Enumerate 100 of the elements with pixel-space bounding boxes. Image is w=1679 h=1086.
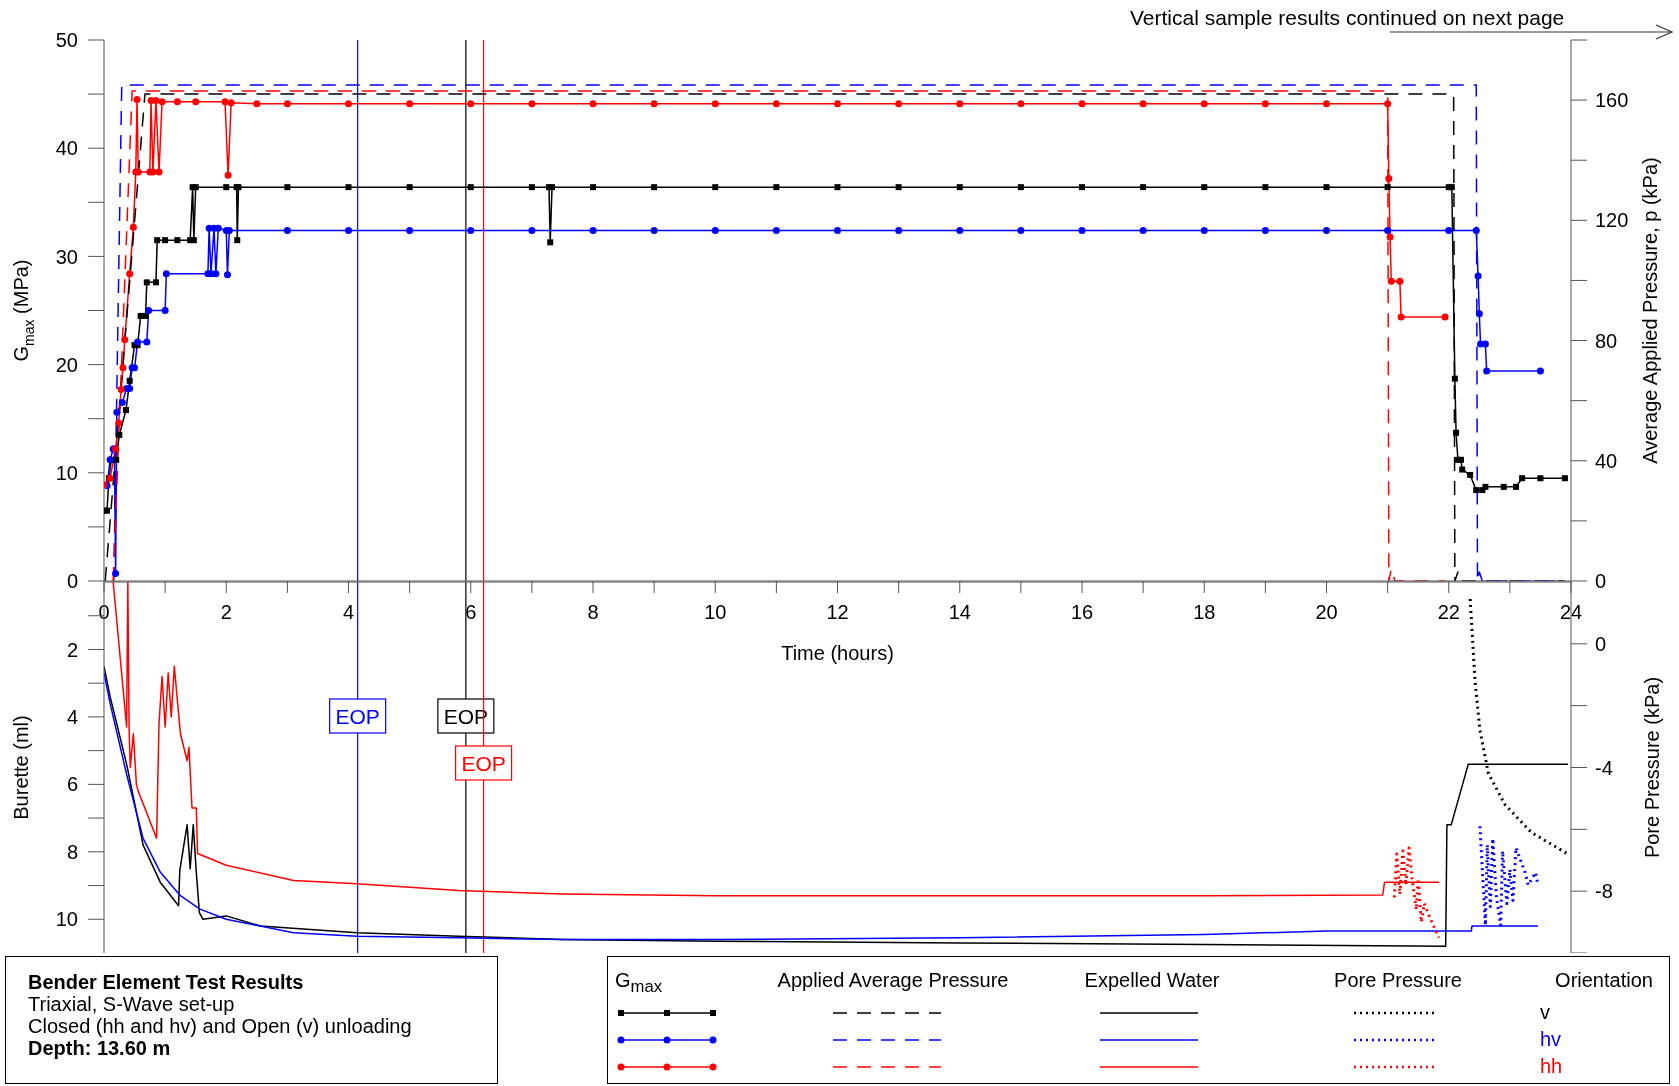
point [345, 100, 352, 108]
point [650, 226, 658, 234]
y-tick-label: 0 [66, 570, 78, 593]
point [1475, 310, 1483, 318]
text: Expelled Water [1084, 969, 1220, 992]
point [129, 223, 137, 231]
text: Bender Element Test Results [28, 971, 305, 993]
point [212, 270, 220, 278]
y-tick-label: 6 [66, 773, 78, 796]
x-tick-label: 4 [342, 601, 355, 624]
point [1536, 367, 1544, 375]
x-tick-label: 6 [465, 601, 477, 624]
y-tick-label: 2 [66, 638, 78, 661]
y2-tick-label: -8 [1595, 880, 1613, 903]
point [283, 226, 291, 234]
point [772, 100, 780, 108]
point [161, 307, 169, 314]
text: Pore Pressure [1334, 969, 1462, 992]
y-tick-label: 30 [55, 245, 78, 268]
point [1017, 226, 1025, 234]
y-axis-title: Burette (ml) [10, 715, 32, 820]
point [1385, 175, 1393, 182]
text: Vertical sample results continued on next page [1130, 6, 1565, 30]
point [467, 100, 475, 108]
point [1384, 226, 1392, 234]
point [1200, 100, 1208, 108]
y2-tick-label: 80 [1595, 329, 1618, 352]
point [956, 100, 964, 108]
point [223, 271, 231, 279]
point [1384, 100, 1392, 108]
point [1472, 226, 1480, 234]
text: hh [1540, 1055, 1563, 1078]
point [589, 226, 597, 234]
x-tick-label: 2 [220, 601, 232, 624]
point [1323, 226, 1330, 234]
point [224, 171, 232, 179]
point [134, 338, 142, 346]
point [162, 270, 170, 278]
point [650, 100, 658, 108]
point [227, 99, 235, 107]
text: v [1540, 1001, 1550, 1024]
x-tick-label: 24 [1559, 601, 1583, 624]
point [117, 385, 125, 393]
point [589, 100, 597, 108]
point [192, 98, 200, 106]
point [345, 226, 352, 234]
x-tick-label: 10 [704, 601, 727, 624]
y2-tick-label: 120 [1595, 209, 1629, 232]
point [1396, 277, 1404, 285]
point [1139, 226, 1147, 234]
point [126, 270, 134, 278]
ref-line-label: EOP [461, 751, 506, 775]
y-tick-label: 10 [55, 908, 78, 931]
ref-line-label: EOP [335, 704, 380, 728]
x-tick-label: 12 [826, 601, 849, 624]
point [143, 338, 151, 346]
point [1483, 367, 1491, 375]
point [158, 98, 166, 106]
point [1261, 100, 1269, 108]
point [145, 307, 153, 314]
x-tick-label: 22 [1437, 601, 1460, 624]
point [711, 100, 719, 108]
y-tick-label: 50 [55, 29, 78, 52]
point [1200, 226, 1208, 234]
point [528, 226, 536, 234]
y2-tick-label: 0 [1595, 570, 1607, 593]
point [528, 100, 536, 108]
point [956, 226, 964, 234]
point [711, 226, 719, 234]
point [895, 100, 903, 108]
x-tick-label: 8 [587, 601, 599, 624]
point [467, 226, 475, 234]
point [133, 96, 141, 104]
point [1078, 100, 1086, 108]
point [834, 100, 841, 108]
text: G$_{max}$ [615, 969, 663, 997]
point [283, 100, 291, 108]
point [406, 226, 414, 234]
x-tick-label: 20 [1315, 601, 1338, 624]
point [772, 226, 780, 234]
point [1387, 277, 1395, 285]
point [1474, 272, 1482, 280]
y2-tick-label: -4 [1595, 756, 1613, 779]
y-tick-label: 8 [66, 840, 78, 863]
point [118, 398, 126, 406]
point [1078, 226, 1086, 234]
y-tick-label: 4 [66, 706, 78, 729]
point [173, 98, 181, 106]
text: Applied Average Pressure [777, 969, 1009, 992]
point [1017, 100, 1025, 108]
x-tick-label: 14 [948, 601, 971, 624]
y2-axis-title: Pore Pressure (kPa) [1641, 676, 1663, 859]
point [112, 569, 120, 577]
point [121, 336, 129, 344]
y-tick-label: 40 [55, 137, 78, 160]
y2-axis-title: Average Applied Pressure, p (kPa) [1639, 157, 1661, 464]
point [253, 100, 261, 108]
x-axis-title: Time (hours) [781, 642, 894, 664]
text: Triaxial, S-Wave set-up [28, 993, 236, 1015]
text: Depth: 13.60 m [28, 1037, 172, 1059]
